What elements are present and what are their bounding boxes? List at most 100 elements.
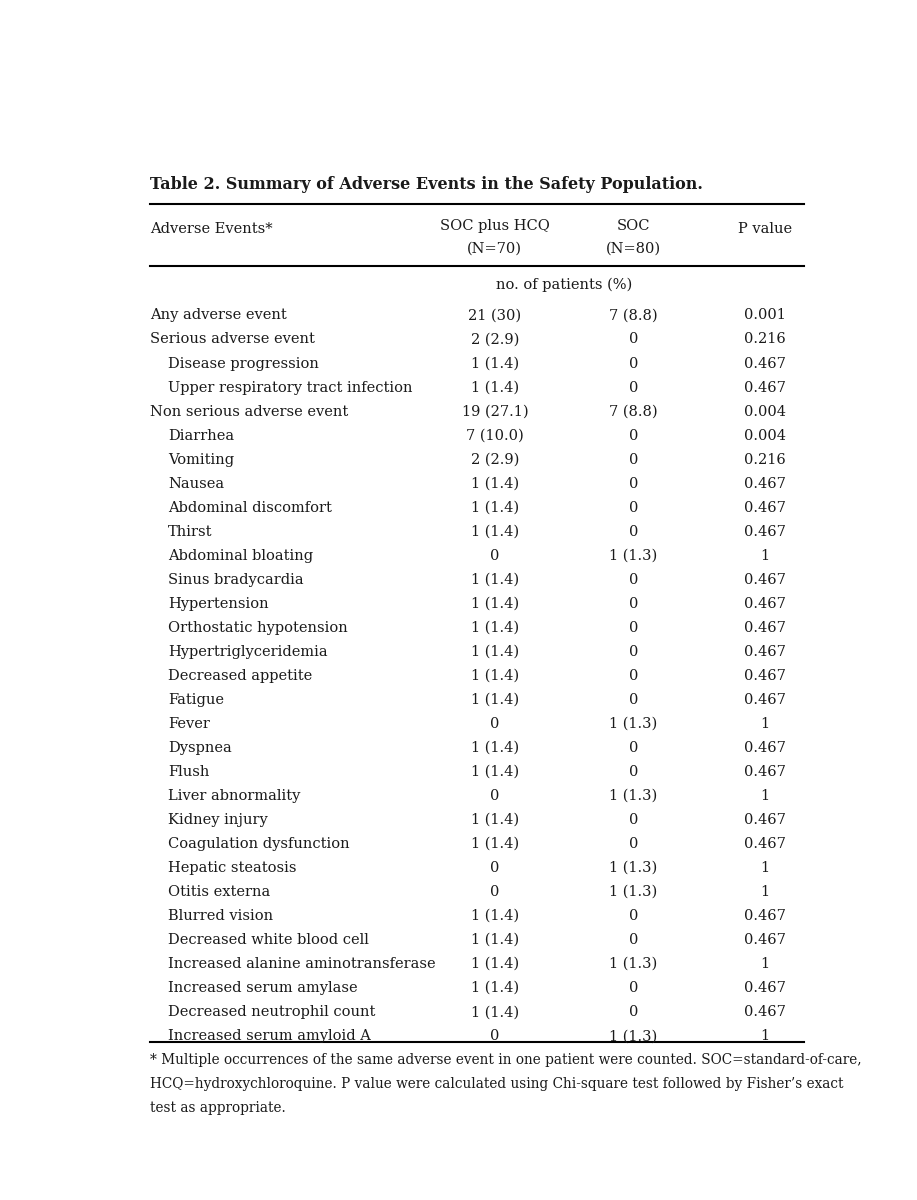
Text: 1 (1.4): 1 (1.4) — [470, 524, 519, 539]
Text: (N=80): (N=80) — [606, 242, 661, 256]
Text: 1 (1.4): 1 (1.4) — [470, 958, 519, 971]
Text: 0: 0 — [629, 764, 638, 779]
Text: * Multiple occurrences of the same adverse event in one patient were counted. SO: * Multiple occurrences of the same adver… — [150, 1054, 862, 1115]
Text: 1 (1.4): 1 (1.4) — [470, 476, 519, 491]
Text: 0: 0 — [491, 716, 500, 731]
Text: 0.467: 0.467 — [744, 692, 786, 707]
Text: 1 (1.3): 1 (1.3) — [609, 886, 657, 899]
Text: Nausea: Nausea — [168, 476, 224, 491]
Text: 0: 0 — [491, 886, 500, 899]
Text: Hypertension: Hypertension — [168, 596, 269, 611]
Text: 0.467: 0.467 — [744, 524, 786, 539]
Text: 0: 0 — [491, 862, 500, 875]
Text: 2 (2.9): 2 (2.9) — [470, 332, 519, 347]
Text: 0.467: 0.467 — [744, 572, 786, 587]
Text: 0.467: 0.467 — [744, 380, 786, 395]
Text: Blurred vision: Blurred vision — [168, 910, 273, 923]
Text: 1: 1 — [760, 862, 769, 875]
Text: 0: 0 — [629, 1006, 638, 1019]
Text: 1 (1.4): 1 (1.4) — [470, 910, 519, 923]
Text: 0: 0 — [629, 452, 638, 467]
Text: Thirst: Thirst — [168, 524, 213, 539]
Text: 0: 0 — [629, 982, 638, 995]
Text: 0: 0 — [629, 500, 638, 515]
Text: 2 (2.9): 2 (2.9) — [470, 452, 519, 467]
Text: 1 (1.4): 1 (1.4) — [470, 838, 519, 851]
Text: 1 (1.3): 1 (1.3) — [609, 862, 657, 875]
Text: 0.216: 0.216 — [744, 452, 786, 467]
Text: 0: 0 — [629, 476, 638, 491]
Text: 1 (1.4): 1 (1.4) — [470, 934, 519, 947]
Text: Sinus bradycardia: Sinus bradycardia — [168, 572, 304, 587]
Text: 1 (1.4): 1 (1.4) — [470, 620, 519, 635]
Text: Adverse Events*: Adverse Events* — [150, 222, 272, 235]
Text: Decreased white blood cell: Decreased white blood cell — [168, 934, 369, 947]
Text: 0.001: 0.001 — [744, 308, 786, 323]
Text: Decreased appetite: Decreased appetite — [168, 668, 312, 683]
Text: 0: 0 — [629, 380, 638, 395]
Text: 1: 1 — [760, 1030, 769, 1043]
Text: 1 (1.4): 1 (1.4) — [470, 500, 519, 515]
Text: 1: 1 — [760, 788, 769, 803]
Text: 21 (30): 21 (30) — [469, 308, 522, 323]
Text: Serious adverse event: Serious adverse event — [150, 332, 315, 347]
Text: 1 (1.4): 1 (1.4) — [470, 764, 519, 779]
Text: 0.467: 0.467 — [744, 596, 786, 611]
Text: 1: 1 — [760, 886, 769, 899]
Text: 1 (1.4): 1 (1.4) — [470, 668, 519, 683]
Text: Abdominal discomfort: Abdominal discomfort — [168, 500, 332, 515]
Text: SOC plus HCQ: SOC plus HCQ — [440, 218, 550, 233]
Text: 0: 0 — [629, 812, 638, 827]
Text: 0.004: 0.004 — [744, 404, 786, 419]
Text: 0: 0 — [491, 548, 500, 563]
Text: Orthostatic hypotension: Orthostatic hypotension — [168, 620, 348, 635]
Text: 0.467: 0.467 — [744, 668, 786, 683]
Text: 1 (1.3): 1 (1.3) — [609, 958, 657, 971]
Text: 0.467: 0.467 — [744, 934, 786, 947]
Text: 1 (1.4): 1 (1.4) — [470, 572, 519, 587]
Text: 1 (1.4): 1 (1.4) — [470, 596, 519, 611]
Text: Flush: Flush — [168, 764, 209, 779]
Text: Liver abnormality: Liver abnormality — [168, 788, 300, 803]
Text: 1 (1.4): 1 (1.4) — [470, 380, 519, 395]
Text: SOC: SOC — [616, 218, 650, 233]
Text: Increased serum amyloid A: Increased serum amyloid A — [168, 1030, 370, 1043]
Text: 0.467: 0.467 — [744, 644, 786, 659]
Text: Hypertriglyceridemia: Hypertriglyceridemia — [168, 644, 327, 659]
Text: 0: 0 — [629, 668, 638, 683]
Text: 0.216: 0.216 — [744, 332, 786, 347]
Text: 0: 0 — [629, 596, 638, 611]
Text: Non serious adverse event: Non serious adverse event — [150, 404, 348, 419]
Text: 0: 0 — [491, 788, 500, 803]
Text: 1 (1.4): 1 (1.4) — [470, 740, 519, 755]
Text: 0: 0 — [629, 524, 638, 539]
Text: 1 (1.3): 1 (1.3) — [609, 788, 657, 803]
Text: 1 (1.4): 1 (1.4) — [470, 812, 519, 827]
Text: 0: 0 — [629, 910, 638, 923]
Text: 0.467: 0.467 — [744, 982, 786, 995]
Text: 0: 0 — [629, 620, 638, 635]
Text: P value: P value — [738, 222, 792, 235]
Text: Table 2. Summary of Adverse Events in the Safety Population.: Table 2. Summary of Adverse Events in th… — [150, 176, 703, 193]
Text: 0: 0 — [629, 644, 638, 659]
Text: 1 (1.3): 1 (1.3) — [609, 548, 657, 563]
Text: Diarrhea: Diarrhea — [168, 428, 234, 443]
Text: 0: 0 — [491, 1030, 500, 1043]
Text: Dyspnea: Dyspnea — [168, 740, 232, 755]
Text: Upper respiratory tract infection: Upper respiratory tract infection — [168, 380, 413, 395]
Text: 7 (8.8): 7 (8.8) — [609, 308, 657, 323]
Text: Fever: Fever — [168, 716, 210, 731]
Text: 1: 1 — [760, 716, 769, 731]
Text: 0.467: 0.467 — [744, 356, 786, 371]
Text: 0: 0 — [629, 692, 638, 707]
Text: Increased alanine aminotransferase: Increased alanine aminotransferase — [168, 958, 436, 971]
Text: 0: 0 — [629, 572, 638, 587]
Text: no. of patients (%): no. of patients (%) — [496, 278, 632, 293]
Text: 0.467: 0.467 — [744, 476, 786, 491]
Text: 1 (1.4): 1 (1.4) — [470, 982, 519, 995]
Text: 0.467: 0.467 — [744, 910, 786, 923]
Text: Decreased neutrophil count: Decreased neutrophil count — [168, 1006, 375, 1019]
Text: Disease progression: Disease progression — [168, 356, 319, 371]
Text: 0.467: 0.467 — [744, 500, 786, 515]
Text: 1 (1.4): 1 (1.4) — [470, 356, 519, 371]
